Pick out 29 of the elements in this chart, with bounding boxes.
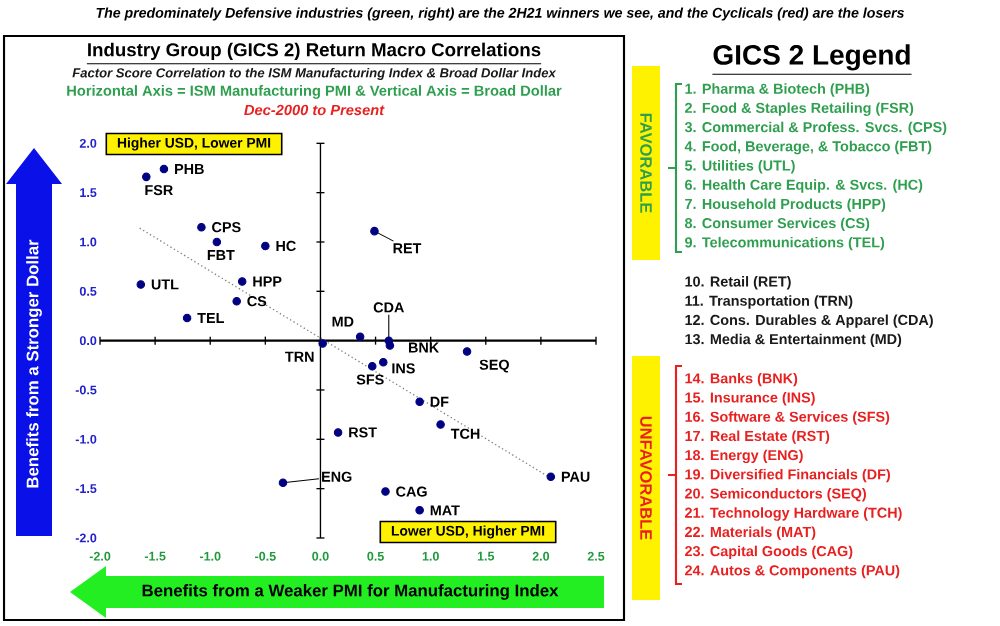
point: [546, 472, 556, 482]
point: [415, 506, 424, 515]
text: UNFAVORABLE: [640, 416, 652, 540]
point: [415, 397, 424, 407]
point: [142, 172, 151, 182]
point: [136, 280, 146, 289]
point: [197, 222, 206, 232]
chart-subtitle: Industry Group (GICS 2) Return Macro Correlations: [88, 42, 541, 61]
point: [232, 296, 241, 306]
point: [237, 277, 247, 286]
point: [159, 164, 169, 174]
point: [367, 362, 377, 371]
point: [318, 339, 327, 348]
point: [182, 313, 192, 323]
point: [212, 237, 222, 247]
point: [333, 428, 343, 437]
point: [385, 341, 395, 350]
point: [370, 226, 379, 236]
point: [436, 420, 445, 429]
x-axis-title: Benefits from a Weaker PMI for Manufacturing Index: [142, 584, 559, 600]
point: [355, 332, 365, 341]
text: GICS 2 Legend: [713, 44, 910, 71]
point: [261, 241, 270, 251]
point: [381, 487, 390, 496]
point: [462, 347, 472, 356]
point: [278, 478, 288, 487]
y-axis-title: Benefits from a Stronger Dollar: [26, 239, 42, 488]
point: [379, 358, 388, 367]
text: FAVORABLE: [640, 113, 652, 213]
